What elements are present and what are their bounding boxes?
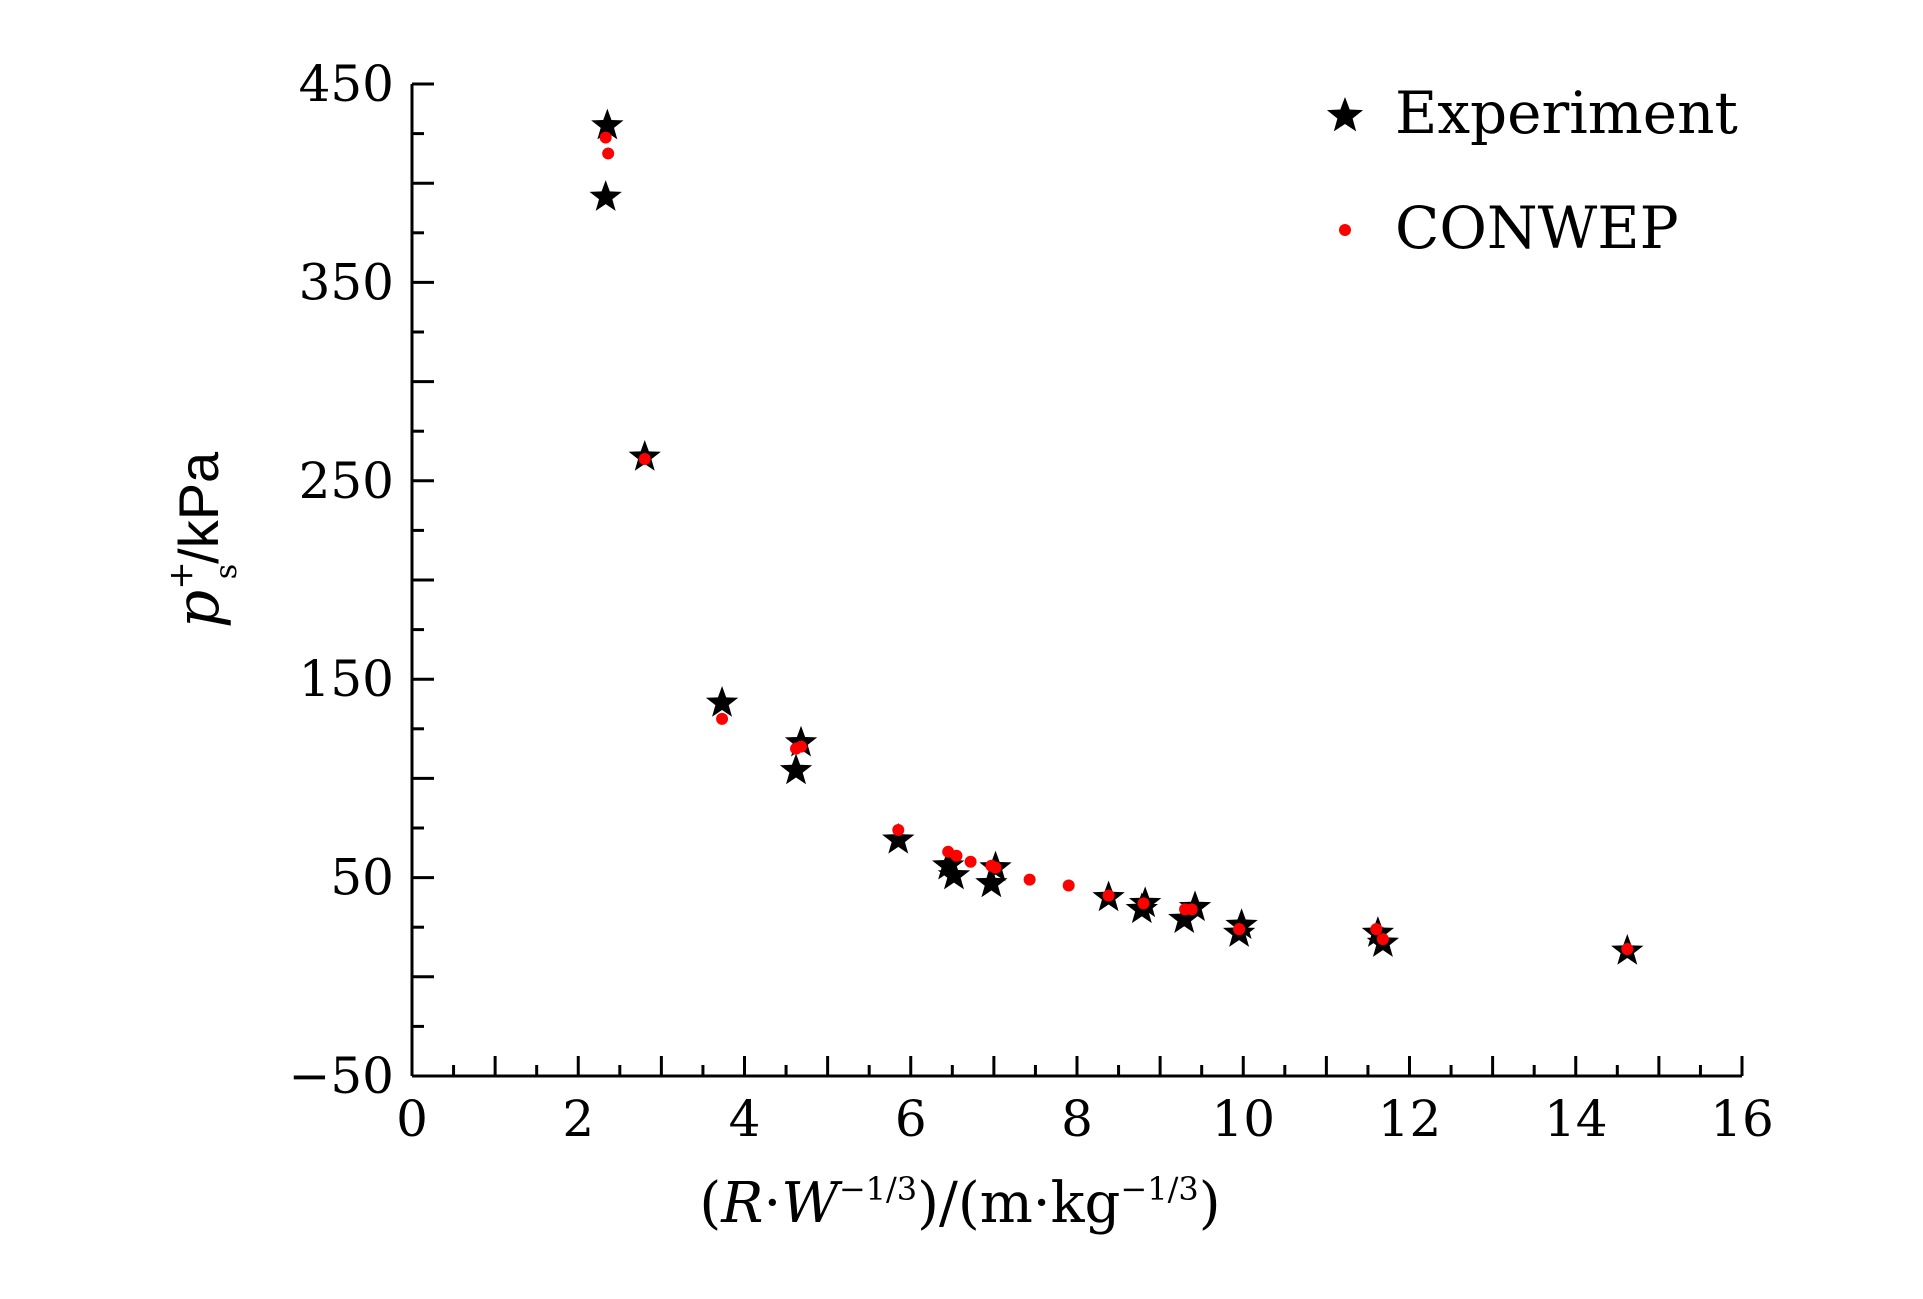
x-axis-title-exp1: −1/3 [839,1170,917,1208]
conwep-point [1370,923,1383,936]
conwep-point [1062,879,1075,892]
conwep-point [1621,943,1634,956]
y-tick-label: 450 [299,55,394,113]
y-tick-label: 50 [330,849,394,907]
conwep-point [892,823,905,836]
conwep-point [599,131,612,144]
y-axis-title-sup: + [161,561,201,590]
x-tick-label: 14 [1544,1090,1608,1148]
y-axis-title-sub: s [209,564,244,579]
conwep-point [1023,873,1036,886]
legend-conwep-dot-icon [1339,224,1351,236]
conwep-point [1185,903,1198,916]
experiment-point [882,822,915,854]
x-axis-title-exp2: −1/3 [1120,1170,1198,1208]
y-axis-title-p: p [163,590,233,628]
x-tick-label: 0 [396,1090,428,1148]
conwep-point [638,452,651,465]
conwep-point [964,855,977,868]
conwep-point [1233,923,1246,936]
legend-conwep-label: CONWEP [1395,194,1679,262]
x-tick-label: 8 [1061,1090,1093,1148]
conwep-point [1376,933,1389,946]
x-axis-title: (R·W−1/3)/(m·kg−1/3) [699,1170,1220,1236]
series-layer [589,108,1644,965]
ticks [410,82,1744,1078]
y-tick-label: −50 [288,1047,394,1105]
experiment-point [937,858,971,890]
conwep-point [1102,889,1115,902]
experiment-point [591,108,624,140]
experiment-point [931,848,965,880]
conwep-point [950,849,963,862]
x-tick-label: 2 [562,1090,594,1148]
experiment-point [975,866,1008,898]
y-tick-label: 150 [299,650,394,708]
x-axis-title-mid: )/(m·kg [917,1171,1120,1236]
y-tick-label: 350 [299,253,394,311]
tick-labels: 0 2 4 6 8 10 12 14 16 −50 50 150 250 350 450 [288,55,1773,1148]
x-axis-title-R: R [720,1171,763,1236]
x-tick-label: 6 [895,1090,927,1148]
conwep-point [1137,897,1150,910]
legend-experiment-label: Experiment [1395,79,1738,147]
experiment-point [1168,902,1201,934]
x-tick-label: 12 [1378,1090,1442,1148]
x-axis-title-W: W [781,1171,843,1236]
conwep-point [716,712,729,725]
x-axis-title-close: ) [1199,1171,1221,1236]
legend-experiment-star-icon [1326,97,1364,132]
y-tick-label: 250 [299,452,394,510]
conwep-point [602,147,615,160]
x-tick-label: 10 [1211,1090,1275,1148]
x-axis-title-dot: · [763,1171,781,1236]
x-axis-title-open: ( [699,1171,721,1236]
conwep-point [989,861,1002,874]
experiment-point [779,753,813,785]
conwep-point [790,742,803,755]
y-axis-title: p+ s/kPa [161,451,244,628]
x-tick-label: 4 [729,1090,761,1148]
experiment-point [1225,908,1258,939]
x-tick-label: 16 [1710,1090,1774,1148]
legend: Experiment CONWEP [1326,79,1738,262]
experiment-point [705,686,739,717]
experiment-point [589,180,622,211]
y-axis-title-unit: /kPa [167,451,230,564]
